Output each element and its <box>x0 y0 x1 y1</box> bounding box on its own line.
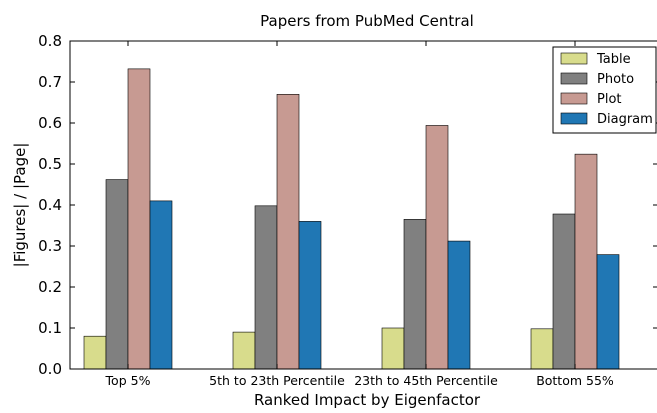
legend-label-plot: Plot <box>597 92 622 107</box>
bar-photo-2 <box>403 219 427 370</box>
legend-swatch-diagram <box>560 112 588 125</box>
legend-label-photo: Photo <box>597 72 634 87</box>
bar-photo-0 <box>105 179 129 370</box>
bar-table-3 <box>530 328 554 370</box>
legend-swatch-table <box>560 52 588 65</box>
x-tick-label: Top 5% <box>105 373 151 388</box>
bar-table-2 <box>381 327 405 370</box>
y-tick-label: 0.2 <box>38 278 62 296</box>
legend-label-table: Table <box>596 52 631 67</box>
bar-diagram-2 <box>447 240 471 370</box>
y-tick-label: 0.8 <box>38 32 62 50</box>
plot-frame <box>69 40 657 370</box>
legend-swatch-photo <box>560 72 588 85</box>
bar-plot-1 <box>276 94 300 370</box>
bar-plot-2 <box>425 125 449 370</box>
x-tick-label: 5th to 23th Percentile <box>209 373 345 388</box>
ticks-layer: Top 5% 5th to 23th Percentile 23th to 45th… <box>38 32 657 388</box>
y-tick-label: 0.1 <box>38 319 62 337</box>
y-tick-label: 0.7 <box>38 73 62 91</box>
y-axis-label: |Figures| / |Page| <box>11 143 29 268</box>
legend: Table Photo Plot Diagram <box>552 46 657 134</box>
legend-label-diagram: Diagram <box>597 112 653 127</box>
y-tick-label: 0.5 <box>38 155 62 173</box>
bar-plot-3 <box>574 153 598 370</box>
y-tick-label: 0.4 <box>38 196 62 214</box>
y-tick-label: 0.6 <box>38 114 62 132</box>
y-tick-label: 0.0 <box>38 360 62 378</box>
y-tick-label: 0.3 <box>38 237 62 255</box>
bar-diagram-3 <box>596 254 620 370</box>
x-tick-label: 23th to 45th Percentile <box>354 373 498 388</box>
bar-photo-1 <box>254 205 278 370</box>
chart-title: Papers from PubMed Central <box>260 12 474 30</box>
bar-table-1 <box>232 331 256 370</box>
bar-diagram-1 <box>298 221 322 370</box>
bar-table-0 <box>83 335 107 370</box>
x-tick-label: Bottom 55% <box>536 373 614 388</box>
bar-diagram-0 <box>149 200 173 370</box>
legend-swatch-plot <box>560 92 588 105</box>
bars-layer <box>83 68 620 370</box>
bar-plot-0 <box>127 68 151 370</box>
x-axis-label: Ranked Impact by Eigenfactor <box>254 391 481 409</box>
bar-photo-3 <box>552 213 576 370</box>
